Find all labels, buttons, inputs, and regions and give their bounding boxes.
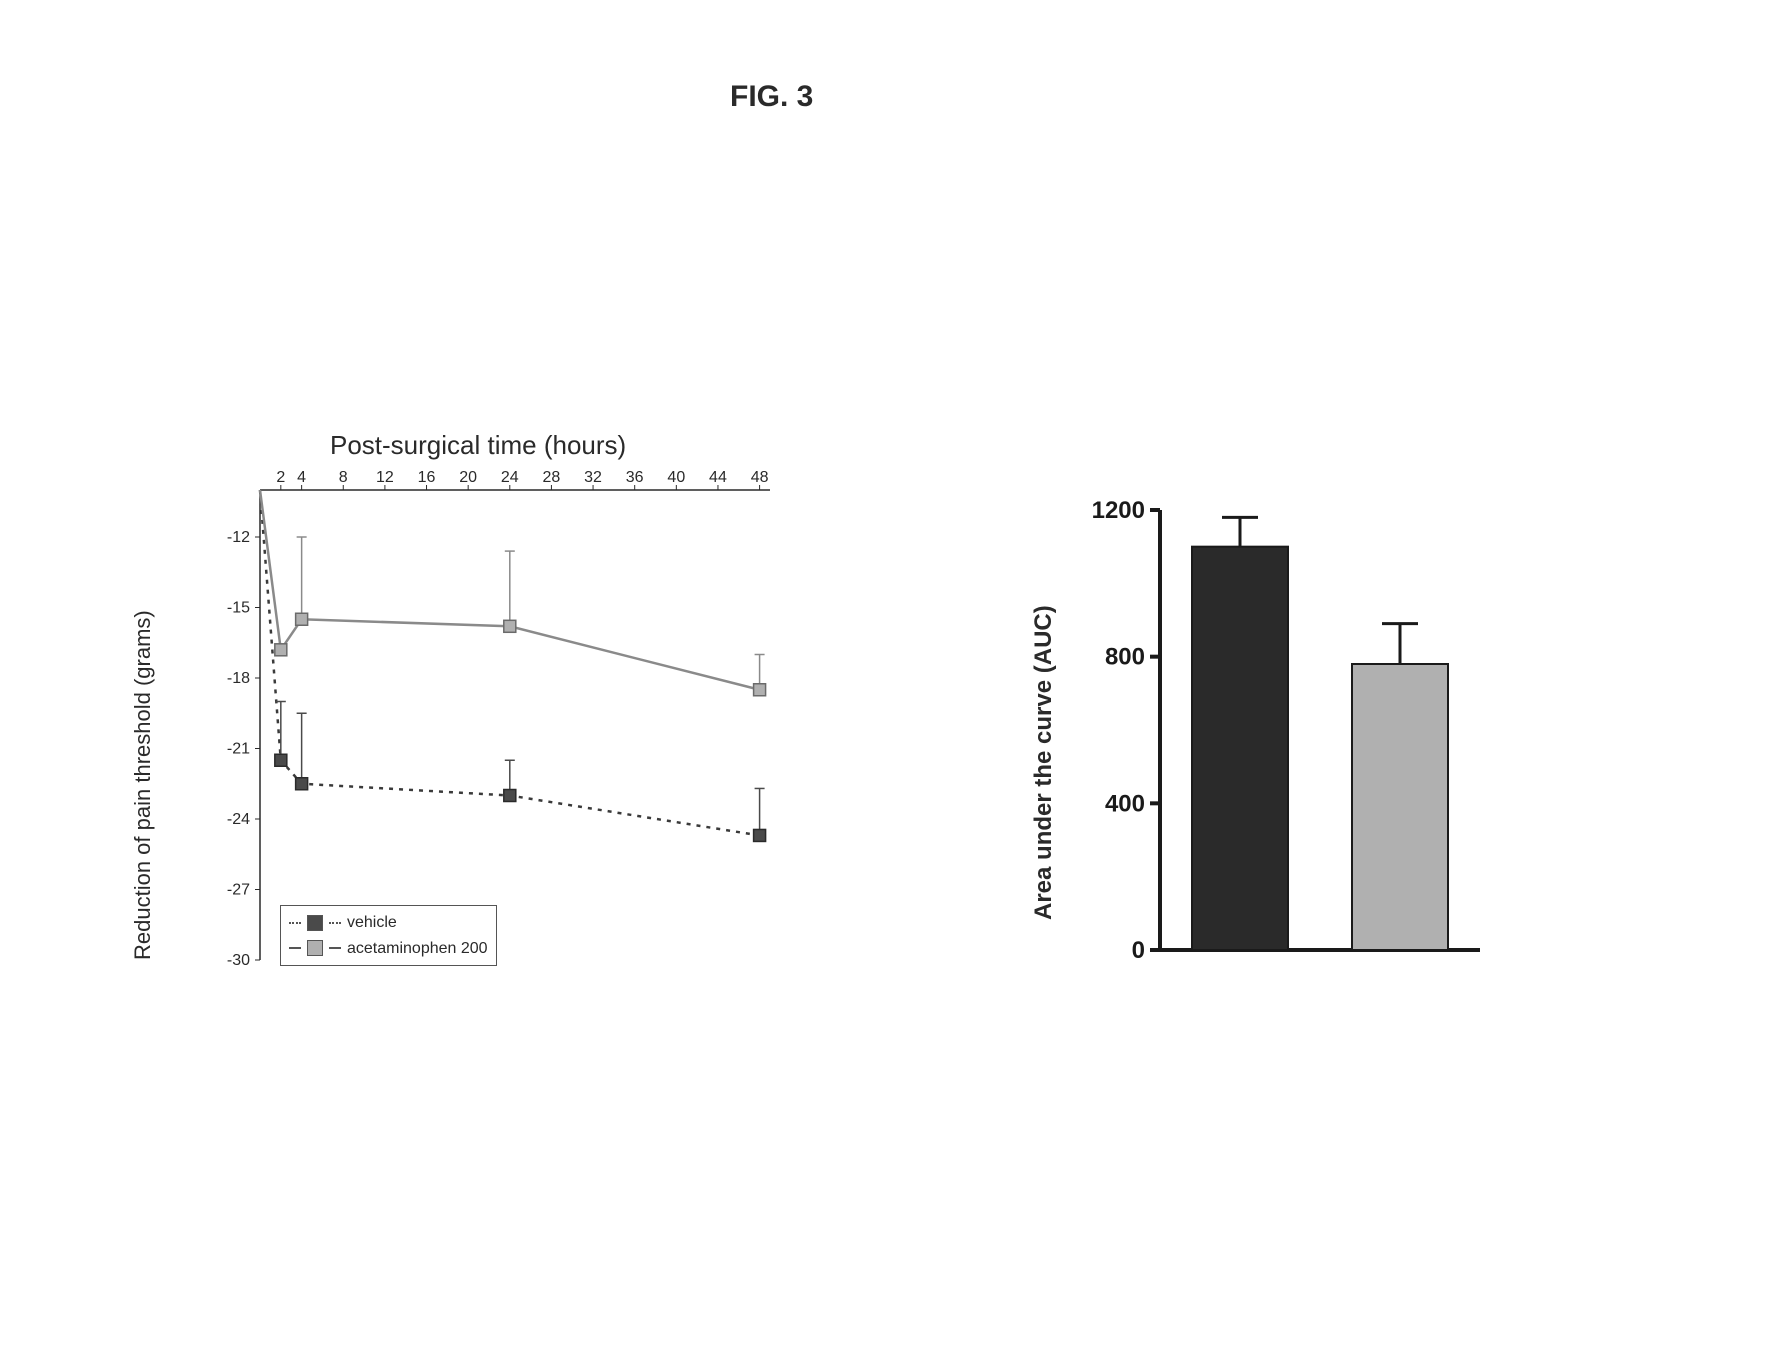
svg-text:-21: -21	[227, 741, 250, 758]
svg-text:0: 0	[1132, 937, 1145, 960]
legend-item: vehicle	[289, 910, 488, 936]
legend-swatch-icon	[307, 940, 323, 956]
legend-label: acetaminophen 200	[347, 936, 488, 962]
svg-text:1200: 1200	[1092, 497, 1145, 524]
legend-line-icon	[329, 947, 341, 949]
svg-text:44: 44	[709, 470, 727, 486]
legend-line-icon	[329, 922, 341, 924]
svg-text:8: 8	[339, 470, 348, 486]
svg-text:-15: -15	[227, 600, 250, 617]
svg-text:28: 28	[543, 470, 561, 486]
svg-text:-30: -30	[227, 952, 250, 969]
svg-text:32: 32	[584, 470, 602, 486]
svg-text:16: 16	[418, 470, 436, 486]
svg-text:24: 24	[501, 470, 519, 486]
legend-line-icon	[289, 922, 301, 924]
svg-text:-27: -27	[227, 882, 250, 899]
svg-text:20: 20	[459, 470, 477, 486]
svg-text:-18: -18	[227, 670, 250, 687]
svg-text:36: 36	[626, 470, 644, 486]
svg-text:800: 800	[1105, 644, 1145, 671]
svg-text:-12: -12	[227, 529, 250, 546]
svg-text:48: 48	[751, 470, 769, 486]
line-chart: Post-surgical time (hours) Reduction of …	[200, 470, 780, 990]
svg-text:400: 400	[1105, 790, 1145, 817]
line-chart-y-title: Reduction of pain threshold (grams)	[130, 610, 156, 960]
legend-swatch-icon	[307, 915, 323, 931]
line-chart-legend: vehicleacetaminophen 200	[280, 905, 497, 966]
line-chart-x-title: Post-surgical time (hours)	[330, 430, 626, 461]
bar-chart-y-title: Area under the curve (AUC)	[1030, 605, 1058, 920]
svg-text:4: 4	[297, 470, 306, 486]
svg-text:12: 12	[376, 470, 394, 486]
legend-item: acetaminophen 200	[289, 936, 488, 962]
legend-label: vehicle	[347, 910, 397, 936]
legend-line-icon	[289, 947, 301, 949]
bar-chart-svg: 0 400 800 1200	[1080, 490, 1500, 960]
svg-text:2: 2	[276, 470, 285, 486]
svg-text:-24: -24	[227, 811, 250, 828]
svg-text:40: 40	[667, 470, 685, 486]
bar-chart: Area under the curve (AUC) 04008001200	[1080, 490, 1500, 960]
figure-title: FIG. 3	[730, 80, 813, 114]
